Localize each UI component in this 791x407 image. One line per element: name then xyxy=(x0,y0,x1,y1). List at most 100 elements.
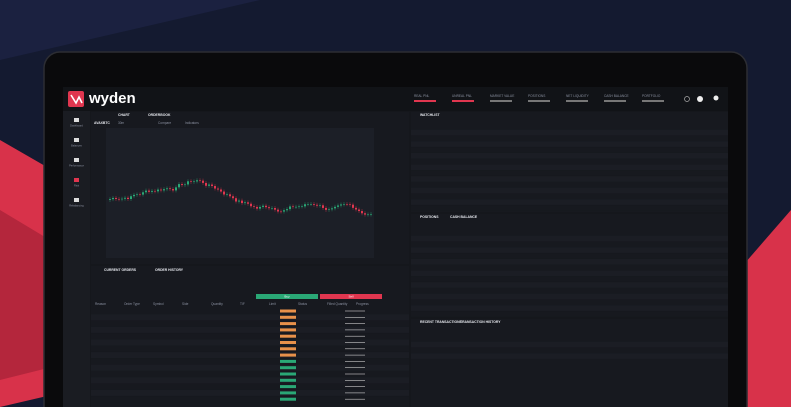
tab[interactable]: WATCHLIST xyxy=(420,113,440,117)
stat-label: NET LIQUIDITY xyxy=(566,94,590,98)
stat-value xyxy=(604,100,626,102)
candle xyxy=(139,194,141,196)
candle xyxy=(259,206,261,209)
toggle-icon[interactable] xyxy=(697,96,703,102)
table-row xyxy=(411,153,728,159)
progress xyxy=(345,342,365,343)
candle xyxy=(220,189,222,192)
candle xyxy=(280,211,282,213)
bg-shade xyxy=(0,0,791,60)
candle xyxy=(208,184,210,186)
tab[interactable]: ORDERBOOK xyxy=(148,113,171,117)
logo-icon[interactable] xyxy=(68,91,84,107)
side-icon[interactable] xyxy=(74,158,79,162)
symbol[interactable]: AVAXBTC xyxy=(94,121,110,125)
candle xyxy=(154,190,156,192)
stat-label: POSITIONS xyxy=(528,94,545,98)
candle xyxy=(175,187,177,191)
candle xyxy=(205,182,207,186)
column-header: Symbol xyxy=(153,302,164,306)
progress xyxy=(345,317,365,318)
tab[interactable]: CHART xyxy=(118,113,131,117)
status-badge xyxy=(280,378,296,382)
compare[interactable]: Compare xyxy=(158,121,171,125)
tab[interactable]: ORDER HISTORY xyxy=(155,268,184,272)
table-row xyxy=(411,282,728,288)
tab[interactable]: POSITIONS xyxy=(420,215,439,219)
table-row xyxy=(411,299,728,306)
table-rows xyxy=(411,124,728,359)
order-row xyxy=(91,396,409,403)
stats: REAL PNL UNREAL PNL MARKET VALUE POSITIONS N… xyxy=(414,94,664,102)
tab[interactable]: CASH BALANCE xyxy=(450,215,478,219)
interval[interactable]: 30m xyxy=(118,121,125,125)
candle xyxy=(169,188,171,190)
candle xyxy=(331,208,333,210)
plot-area xyxy=(106,128,374,258)
candle xyxy=(157,189,159,192)
progress xyxy=(345,373,365,375)
top-bar xyxy=(63,87,728,111)
stat-label: MARKET VALUE xyxy=(490,94,514,98)
buy-button[interactable] xyxy=(256,294,318,299)
table-row xyxy=(411,124,728,130)
status-badge xyxy=(280,372,296,376)
user-icon[interactable] xyxy=(713,95,719,101)
tab[interactable]: RECENT TRANSACTIONS xyxy=(420,320,463,324)
table-row xyxy=(411,230,728,236)
candle xyxy=(310,204,312,205)
search-icon[interactable] xyxy=(684,96,690,102)
status-badge xyxy=(280,334,296,338)
table-row xyxy=(411,241,728,248)
side-icon[interactable] xyxy=(74,118,79,122)
table-row xyxy=(411,147,728,153)
candle xyxy=(319,205,321,206)
candle xyxy=(214,186,216,189)
table-row xyxy=(411,193,728,200)
logo-mark xyxy=(70,94,83,105)
candle xyxy=(286,209,288,211)
stat-value xyxy=(642,100,664,102)
candle xyxy=(127,197,129,200)
order-row xyxy=(91,358,409,365)
table-row xyxy=(411,170,728,176)
progress xyxy=(345,348,365,350)
table-row xyxy=(411,199,728,205)
candle xyxy=(358,209,360,212)
progress xyxy=(345,335,365,337)
tab[interactable]: TRANSACTION HISTORY xyxy=(460,320,501,324)
candle xyxy=(166,188,168,190)
candle xyxy=(238,200,240,202)
candle xyxy=(217,188,219,190)
candle xyxy=(256,206,258,209)
side-icon[interactable] xyxy=(74,178,79,182)
progress xyxy=(345,361,365,362)
tab[interactable]: CURRENT ORDERS xyxy=(104,268,137,272)
stat-value xyxy=(528,100,550,102)
sell-label: Sell xyxy=(348,294,353,298)
candle xyxy=(202,180,204,183)
stat-label: CASH BALANCE xyxy=(604,94,629,98)
side-icon[interactable] xyxy=(74,198,79,202)
progress xyxy=(345,367,365,368)
side-label: Rebalancing xyxy=(69,204,84,208)
candle xyxy=(181,184,183,186)
status-badge xyxy=(280,359,296,363)
indicators[interactable]: Indicators xyxy=(185,121,199,125)
candle xyxy=(130,196,132,200)
column-header: Status xyxy=(298,302,307,306)
sell-button[interactable] xyxy=(320,294,382,299)
candle xyxy=(196,180,198,182)
status-badge xyxy=(280,397,296,401)
candle xyxy=(145,190,147,193)
logo: wyden xyxy=(88,90,136,107)
side-icon[interactable] xyxy=(74,138,79,142)
candle xyxy=(163,189,165,191)
column-header: Side xyxy=(182,302,189,306)
candle xyxy=(367,214,369,216)
candle xyxy=(199,180,201,181)
status-badge xyxy=(280,385,296,389)
status-badge xyxy=(280,341,296,344)
